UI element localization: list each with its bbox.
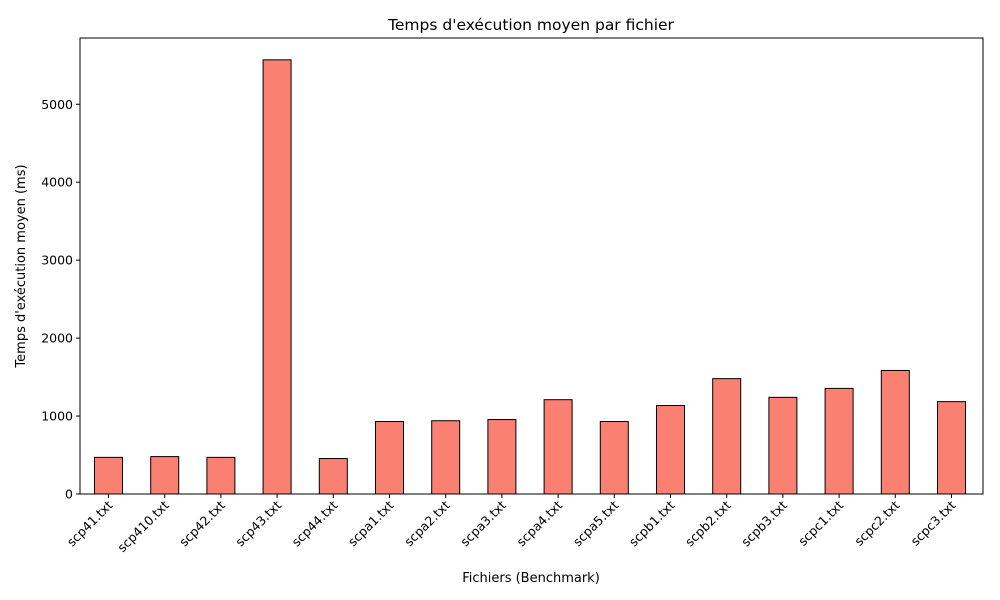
bar-scpb2.txt (712, 378, 742, 495)
y-tick-label: 0 (65, 487, 73, 502)
y-axis-label: Temps d'exécution moyen (ms) (14, 164, 29, 368)
x-tick-label: scp43.txt (232, 497, 284, 549)
bar-scpa5.txt (599, 421, 629, 495)
y-axis-ticks: 0 1000 2000 3000 4000 5000 (41, 97, 80, 502)
x-tick-label: scpb3.txt (738, 497, 790, 549)
bar-scp44.txt (318, 458, 348, 495)
bar-scp41.txt (94, 456, 123, 495)
x-tick-label: scpa5.txt (570, 497, 622, 549)
x-tick-label: scp41.txt (64, 497, 116, 549)
bar-scp410.txt (150, 456, 180, 495)
y-tick-label: 4000 (41, 175, 73, 190)
bar-scpc2.txt (880, 369, 910, 495)
x-tick-label: scpa2.txt (401, 497, 453, 549)
bar-scpb1.txt (656, 405, 685, 495)
bar-scpa2.txt (431, 420, 461, 495)
x-tick-label: scpb2.txt (682, 497, 734, 549)
y-tick-label: 5000 (41, 97, 73, 112)
bar-scpa1.txt (375, 421, 404, 495)
y-tick-label: 2000 (41, 331, 73, 346)
chart-title: Temps d'exécution moyen par fichier (387, 16, 674, 34)
x-tick-label: scpc2.txt (851, 497, 902, 548)
bar-scpb3.txt (768, 396, 798, 495)
x-tick-label: scpa3.txt (457, 497, 509, 549)
bar-scpa3.txt (487, 419, 517, 495)
bar-scp43.txt (262, 59, 292, 495)
bar-scp42.txt (206, 456, 236, 495)
x-tick-label: scp44.txt (289, 497, 341, 549)
bar-scpc3.txt (937, 401, 966, 495)
x-tick-label: scp42.txt (176, 497, 228, 549)
plot-frame (79, 37, 984, 495)
y-tick-label: 3000 (41, 253, 73, 268)
x-tick-label: scpa1.txt (345, 497, 397, 549)
x-tick-label: scpa4.txt (514, 497, 566, 549)
x-tick-label: scpb1.txt (626, 497, 678, 549)
bar-scpa4.txt (543, 399, 573, 495)
x-tick-label: scpc3.txt (907, 497, 958, 548)
x-tick-label: scpc1.txt (795, 497, 846, 548)
y-tick-label: 1000 (41, 409, 73, 424)
x-axis-label: Fichiers (Benchmark) (462, 571, 600, 586)
bar-scpc1.txt (824, 387, 854, 495)
x-tick-label: scp410.txt (114, 497, 172, 555)
bars-group (94, 59, 966, 495)
